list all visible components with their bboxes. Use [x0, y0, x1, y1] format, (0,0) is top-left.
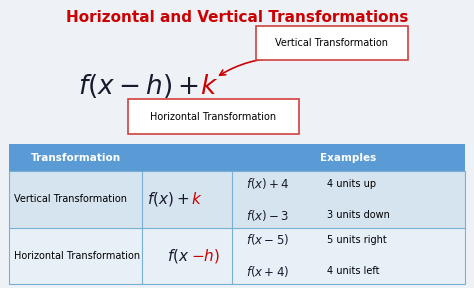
FancyBboxPatch shape [9, 171, 465, 228]
Text: $f(x+4)$: $f(x+4)$ [246, 264, 290, 279]
Text: $f(x-5)$: $f(x-5)$ [246, 232, 290, 247]
Text: 3 units down: 3 units down [327, 210, 390, 220]
Text: $-h)$: $-h)$ [191, 247, 219, 265]
Text: 5 units right: 5 units right [327, 235, 387, 245]
Text: Horizontal and Vertical Transformations: Horizontal and Vertical Transformations [66, 10, 408, 25]
Text: Horizontal Transformation: Horizontal Transformation [150, 112, 276, 122]
Text: 4 units up: 4 units up [327, 179, 376, 189]
Text: $f(x)+4$: $f(x)+4$ [246, 176, 290, 191]
Text: Examples: Examples [320, 153, 376, 163]
FancyBboxPatch shape [9, 228, 465, 284]
Text: 4 units left: 4 units left [327, 266, 380, 276]
Text: $k$: $k$ [200, 74, 218, 99]
Text: $f(x$: $f(x$ [167, 247, 190, 265]
FancyBboxPatch shape [256, 26, 408, 60]
Text: $f(x)-3$: $f(x)-3$ [246, 208, 290, 223]
Text: Horizontal Transformation: Horizontal Transformation [14, 251, 140, 261]
Text: Transformation: Transformation [31, 153, 121, 163]
FancyBboxPatch shape [9, 144, 465, 171]
FancyBboxPatch shape [128, 99, 299, 134]
Text: Vertical Transformation: Vertical Transformation [14, 194, 127, 204]
Text: Vertical Transformation: Vertical Transformation [275, 38, 388, 48]
Text: $f(x)+$: $f(x)+$ [147, 190, 190, 209]
Text: $k$: $k$ [191, 192, 202, 207]
Text: $f(x-h)+$: $f(x-h)+$ [78, 72, 199, 101]
